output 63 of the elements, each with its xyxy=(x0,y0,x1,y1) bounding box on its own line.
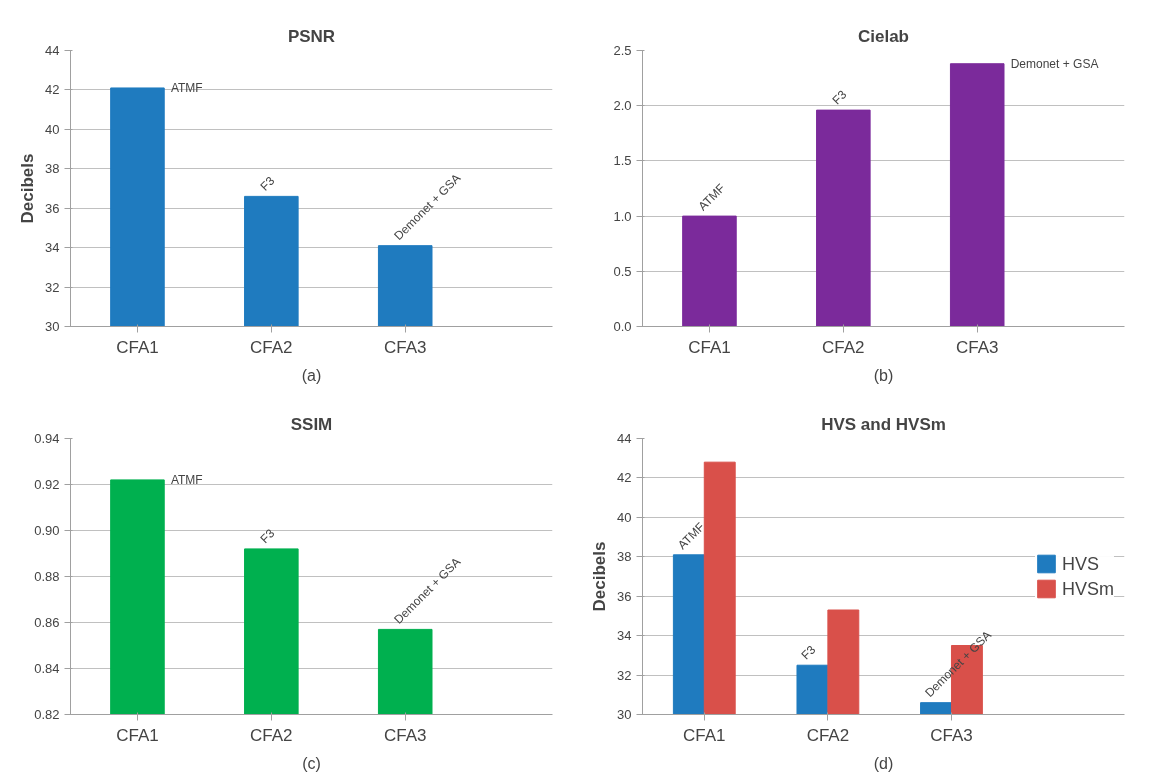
y-tick-label: 0.90 xyxy=(34,523,60,538)
annotation: F3 xyxy=(257,526,278,547)
legend-label: HVS xyxy=(1061,553,1099,574)
y-tick-label: 2.0 xyxy=(613,98,632,114)
text: (b) xyxy=(873,366,894,384)
x-tick-label: CFA1 xyxy=(116,725,159,745)
y-tick-label: 0.86 xyxy=(34,615,60,630)
y-tick-label: 32 xyxy=(45,279,60,295)
y-tick-label: 0.92 xyxy=(34,477,60,492)
chart-title: SSIM xyxy=(290,414,333,434)
y-tick-label: 44 xyxy=(617,431,632,446)
y-tick-label: 32 xyxy=(617,667,632,683)
x-tick-label: CFA3 xyxy=(955,337,999,357)
text: (a) xyxy=(301,366,322,384)
y-tick-label: 34 xyxy=(617,628,632,644)
y-tick-label: 44 xyxy=(45,43,60,58)
y-axis-title: Decibels xyxy=(590,541,610,612)
y-tick-label: 30 xyxy=(617,707,632,722)
y-tick-label: 0.0 xyxy=(613,319,632,334)
y-tick-label: 40 xyxy=(45,121,60,137)
y-tick-label: 1.5 xyxy=(613,153,632,169)
y-tick-label: 0.5 xyxy=(613,263,632,279)
x-tick-label: CFA2 xyxy=(250,725,293,745)
y-tick-label: 30 xyxy=(45,319,60,334)
x-tick-label: CFA3 xyxy=(383,337,427,357)
text: (c) xyxy=(302,754,321,772)
bar xyxy=(816,109,871,327)
x-tick-label: CFA1 xyxy=(688,337,731,357)
y-tick-label: 0.88 xyxy=(34,569,60,584)
chart-title: PSNR xyxy=(287,26,336,46)
x-tick-label: CFA2 xyxy=(806,725,850,745)
x-tick-label: CFA2 xyxy=(822,337,865,357)
y-tick-label: 2.5 xyxy=(613,43,632,58)
annotation: F3 xyxy=(829,87,850,108)
x-tick-label: CFA1 xyxy=(683,725,726,745)
y-tick-label: 36 xyxy=(45,200,60,216)
y-tick-label: 0.94 xyxy=(34,431,60,446)
y-tick-label: 38 xyxy=(617,549,632,565)
x-tick-label: CFA1 xyxy=(116,337,159,357)
annotation: ATMF xyxy=(170,80,203,95)
x-tick-label: CFA2 xyxy=(250,337,293,357)
chart-title: Cielab xyxy=(857,26,910,46)
y-tick-label: 34 xyxy=(45,240,60,256)
y-tick-label: 36 xyxy=(617,588,632,604)
y-tick-label: 0.84 xyxy=(34,661,60,676)
text: (d) xyxy=(873,754,894,772)
bar xyxy=(949,63,1005,327)
annotation: F3 xyxy=(798,642,819,663)
y-tick-label: 42 xyxy=(617,470,632,486)
x-tick-label: CFA3 xyxy=(930,725,973,745)
y-tick-label: 38 xyxy=(45,161,60,177)
bar xyxy=(682,215,737,327)
y-tick-label: 42 xyxy=(45,82,60,98)
annotation: F3 xyxy=(257,173,278,194)
x-tick-label: CFA3 xyxy=(383,725,427,745)
legend-label: HVSm xyxy=(1061,578,1114,599)
y-tick-label: 1.0 xyxy=(613,208,632,224)
annotation: Demonet + GSA xyxy=(1010,56,1099,71)
annotation: ATMF xyxy=(170,472,203,487)
y-tick-label: 0.82 xyxy=(34,707,60,722)
y-tick-label: 40 xyxy=(617,509,632,525)
chart-title: HVS and HVSm xyxy=(821,414,946,434)
y-axis-title: Decibels xyxy=(18,153,38,224)
